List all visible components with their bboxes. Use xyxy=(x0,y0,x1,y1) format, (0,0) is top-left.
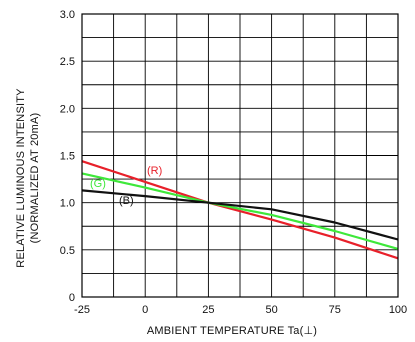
y-tick-label: 1.5 xyxy=(60,151,75,163)
series-line-g xyxy=(81,172,399,250)
series-labels: (R) (G) (B) xyxy=(90,165,162,207)
y-tick-label: 2.0 xyxy=(60,103,75,115)
y-tick-label: 0.5 xyxy=(60,245,75,257)
y-tick-labels: 0 0.5 1.0 1.5 2.0 2.5 3.0 xyxy=(60,9,75,304)
x-tick-label: 100 xyxy=(389,304,407,316)
y-axis-label-line1: RELATIVE LUMINOUS INTENSITY xyxy=(15,88,27,268)
x-tick-label: 50 xyxy=(265,304,277,316)
series-line-b xyxy=(81,189,399,241)
series-lines xyxy=(81,160,399,260)
y-tick-label: 1.0 xyxy=(60,198,75,210)
x-tick-label: -25 xyxy=(74,304,90,316)
plot-frame xyxy=(81,13,399,298)
x-tick-labels: -25 0 25 50 75 100 xyxy=(74,304,407,316)
series-label-b: (B) xyxy=(119,195,134,207)
x-tick-label: 0 xyxy=(142,304,148,316)
series-line-r xyxy=(81,160,399,260)
y-tick-label: 2.5 xyxy=(60,56,75,68)
x-tick-label: 25 xyxy=(202,304,214,316)
grid xyxy=(82,14,398,297)
y-tick-label: 3.0 xyxy=(60,9,75,21)
series-label-g: (G) xyxy=(90,178,106,190)
y-axis-label-line2: (NORMALIZED AT 20mA) xyxy=(29,113,41,244)
y-tick-label: 0 xyxy=(69,292,75,304)
series-label-r: (R) xyxy=(147,165,162,177)
x-tick-label: 75 xyxy=(329,304,341,316)
x-axis-label: AMBIENT TEMPERATURE Ta(⊥) xyxy=(147,325,317,337)
